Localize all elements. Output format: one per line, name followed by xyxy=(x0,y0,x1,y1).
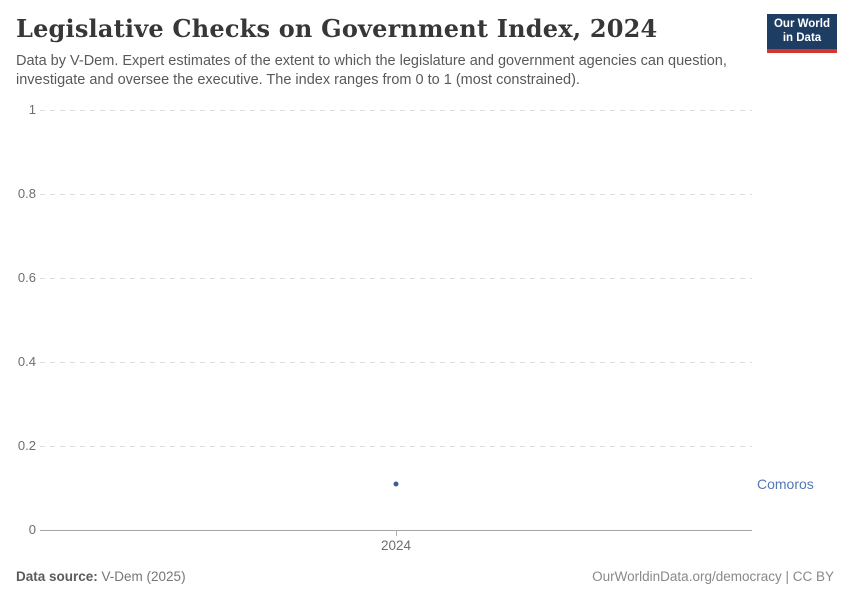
gridline-1 xyxy=(40,110,752,111)
gridline-0.2 xyxy=(40,446,752,447)
owid-logo-line1: Our World xyxy=(773,18,830,30)
chart-footer: Data source: V-Dem (2025) OurWorldinData… xyxy=(16,569,834,584)
chart-subtitle: Data by V-Dem. Expert estimates of the e… xyxy=(16,53,727,88)
data-point-comoros[interactable] xyxy=(393,481,399,487)
data-source-label: Data source: xyxy=(16,569,98,584)
x-axis-tick-label: 2024 xyxy=(380,538,412,553)
chart-title: Legislative Checks on Government Index, … xyxy=(16,14,658,43)
plot-area xyxy=(40,110,752,531)
y-axis-tick-label: 0.8 xyxy=(17,186,36,201)
data-source-value: V-Dem (2025) xyxy=(97,569,186,584)
y-axis-tick-label: 0.4 xyxy=(17,354,36,369)
entity-label-comoros[interactable]: Comoros xyxy=(757,475,814,492)
owid-logo[interactable]: Our World in Data xyxy=(767,14,837,53)
owid-credit-link[interactable]: OurWorldinData.org/democracy | CC BY xyxy=(592,569,834,584)
y-axis-tick-label: 1 xyxy=(28,102,36,117)
x-axis-tick xyxy=(396,531,397,536)
y-axis-tick-label: 0 xyxy=(28,522,36,537)
gridline-0.8 xyxy=(40,194,752,195)
owid-logo-line2: in Data xyxy=(782,31,822,44)
gridline-0.4 xyxy=(40,362,752,363)
y-axis-tick-label: 0.6 xyxy=(17,270,36,285)
gridline-0.6 xyxy=(40,278,752,279)
y-axis-tick-label: 0.2 xyxy=(17,438,36,453)
data-source: Data source: V-Dem (2025) xyxy=(16,569,186,584)
gridline-0 xyxy=(40,530,752,531)
